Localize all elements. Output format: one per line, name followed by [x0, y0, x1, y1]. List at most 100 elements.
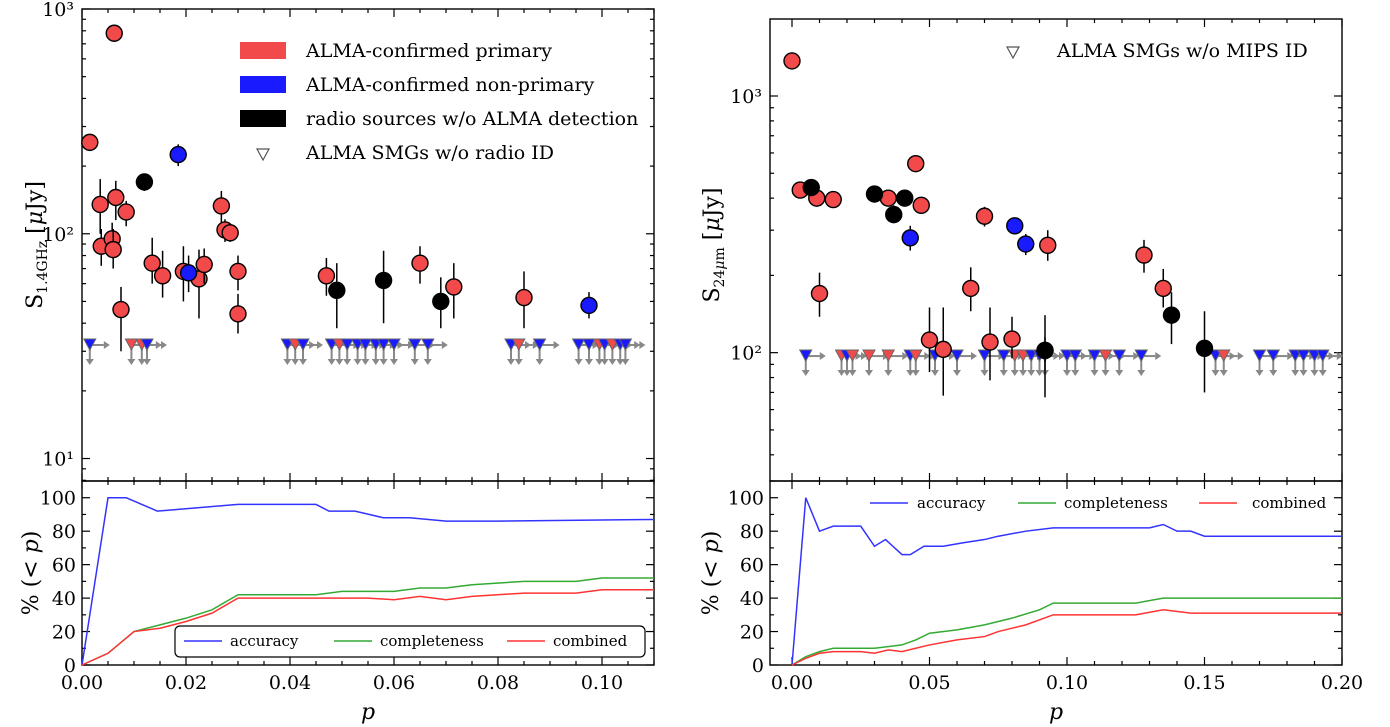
scatter-point: [328, 263, 346, 329]
scatter-point: [317, 258, 336, 296]
y-tick-label: 60: [740, 555, 764, 577]
left-bottom-ylabel: % (< p): [19, 531, 44, 616]
x-tick-label: 0.08: [477, 672, 519, 694]
series-line-completeness: [81, 577, 654, 666]
rb-legend-combined: combined: [1252, 494, 1327, 512]
right-bottom-panel: 0 20 40 60 80 100 0.00 0.05 0.10 0.15 0.20 accurac…: [699, 19, 1363, 725]
scatter-point: [810, 272, 829, 317]
lb-legend-combined: combined: [553, 632, 628, 650]
y-tick-label: 0: [752, 655, 764, 677]
scatter-point: [896, 189, 914, 207]
upper-limit-marker: [296, 338, 323, 365]
scatter-point: [1036, 315, 1054, 398]
scatter-point: [783, 52, 801, 70]
scatter-point: [1003, 316, 1021, 359]
scatter-point: [105, 24, 123, 42]
legend-label-no-mips-id: ALMA SMGs w/o MIPS ID: [1056, 40, 1308, 62]
legend-open-triangle-icon: [255, 148, 271, 162]
scatter-point: [169, 144, 187, 167]
scatter-point: [1039, 230, 1057, 261]
scatter-point: [229, 293, 247, 334]
scatter-point: [221, 224, 239, 242]
upper-limit-marker: [1112, 349, 1140, 377]
rb-legend-completeness: completeness: [1064, 494, 1168, 512]
upper-limit-marker: [1315, 349, 1343, 377]
scatter-point: [1017, 233, 1035, 256]
scatter-point: [91, 179, 109, 234]
y-tick-label: 10²: [42, 224, 74, 246]
scatter-point: [117, 200, 135, 227]
scatter-point: [912, 196, 930, 215]
scatter-point: [112, 286, 130, 352]
series-line-combined: [791, 609, 1342, 666]
legend-label-nonprimary: ALMA-confirmed non-primary: [305, 74, 595, 96]
right-top-ylabel: S24μm [μJy]: [700, 187, 728, 302]
x-tick-label: 0.20: [1321, 672, 1363, 694]
y-tick-label: 20: [740, 622, 764, 644]
scatter-point: [445, 263, 463, 319]
scatter-point: [81, 133, 99, 152]
svg-text:S24μm [μJy]: S24μm [μJy]: [700, 187, 728, 302]
scatter-point: [907, 154, 925, 173]
scatter-point: [865, 185, 884, 203]
scatter-point: [1162, 292, 1181, 345]
legend-label-no-radio-id: ALMA SMGs w/o radio ID: [305, 142, 554, 164]
y-tick-label: 20: [52, 622, 76, 644]
series-line-completeness: [791, 597, 1342, 666]
right-bottom-frame: [769, 480, 1343, 666]
upper-limit-marker: [950, 349, 977, 377]
scatter-point: [135, 173, 154, 191]
scatter-point: [143, 237, 161, 284]
legend-swatch-nonprimary: [240, 76, 286, 93]
upper-limit-marker: [1216, 349, 1244, 377]
scatter-point: [229, 255, 247, 291]
x-tick-label: 0.05: [908, 672, 950, 694]
left-top-ylabel: S1.4GHz [μJy]: [23, 181, 51, 309]
upper-limit-marker: [140, 338, 167, 365]
scatter-point: [1154, 268, 1172, 308]
y-tick-label: 60: [52, 555, 76, 577]
upper-limit-marker: [407, 338, 435, 365]
scatter-point: [934, 307, 952, 396]
svg-text:% (< p): % (< p): [19, 531, 44, 616]
upper-limit-marker: [532, 338, 560, 365]
scatter-point: [411, 246, 429, 284]
scatter-point: [1006, 217, 1024, 235]
right-bottom-ylabel: % (< p): [699, 531, 724, 616]
scatter-point: [212, 190, 231, 223]
y-tick-label: 80: [740, 521, 764, 543]
x-tick-label: 0.10: [1046, 672, 1088, 694]
upper-limit-marker: [387, 338, 414, 365]
right-top-frame: [769, 18, 1343, 482]
y-tick-label: 100: [40, 488, 76, 510]
scatter-point: [195, 248, 213, 284]
scatter-point: [107, 180, 125, 221]
series-line-accuracy: [81, 496, 655, 666]
scatter-point: [802, 178, 820, 197]
scatter-point: [975, 206, 994, 227]
scatter-point: [920, 307, 939, 373]
right-top-panel: 10² 10³ ALMA SMGs w/o MIPS ID S24μm [μJy]: [700, 18, 1343, 482]
x-tick-label: 0.06: [373, 672, 415, 694]
y-tick-label: 40: [740, 588, 764, 610]
upper-limit-marker: [798, 349, 826, 377]
legend-label-radio: radio sources w/o ALMA detection: [306, 108, 638, 130]
scatter-point: [153, 250, 172, 298]
scatter-point: [580, 292, 598, 319]
left-bottom-legend: accuracy completeness combined: [174, 625, 646, 658]
y-tick-label: 40: [52, 588, 76, 610]
right-bottom-xlabel: p: [1049, 700, 1063, 725]
y-tick-label: 80: [52, 521, 76, 543]
scatter-point: [824, 190, 842, 209]
upper-limit-marker: [881, 349, 909, 377]
lb-legend-accuracy: accuracy: [230, 632, 299, 650]
svg-text:% (< p): % (< p): [699, 531, 724, 616]
left-bottom-legend-box: [174, 625, 646, 658]
y-tick-label: 10²: [730, 343, 762, 365]
left-bottom-panel: 0 20 40 60 80 100 0.00 0.02 0.04 0.06 0.08 0.10 acc…: [19, 9, 655, 725]
scatter-point: [104, 228, 122, 269]
y-tick-label: 10³: [42, 0, 74, 21]
series-line-combined: [81, 588, 654, 666]
y-tick-label: 0: [64, 655, 76, 677]
